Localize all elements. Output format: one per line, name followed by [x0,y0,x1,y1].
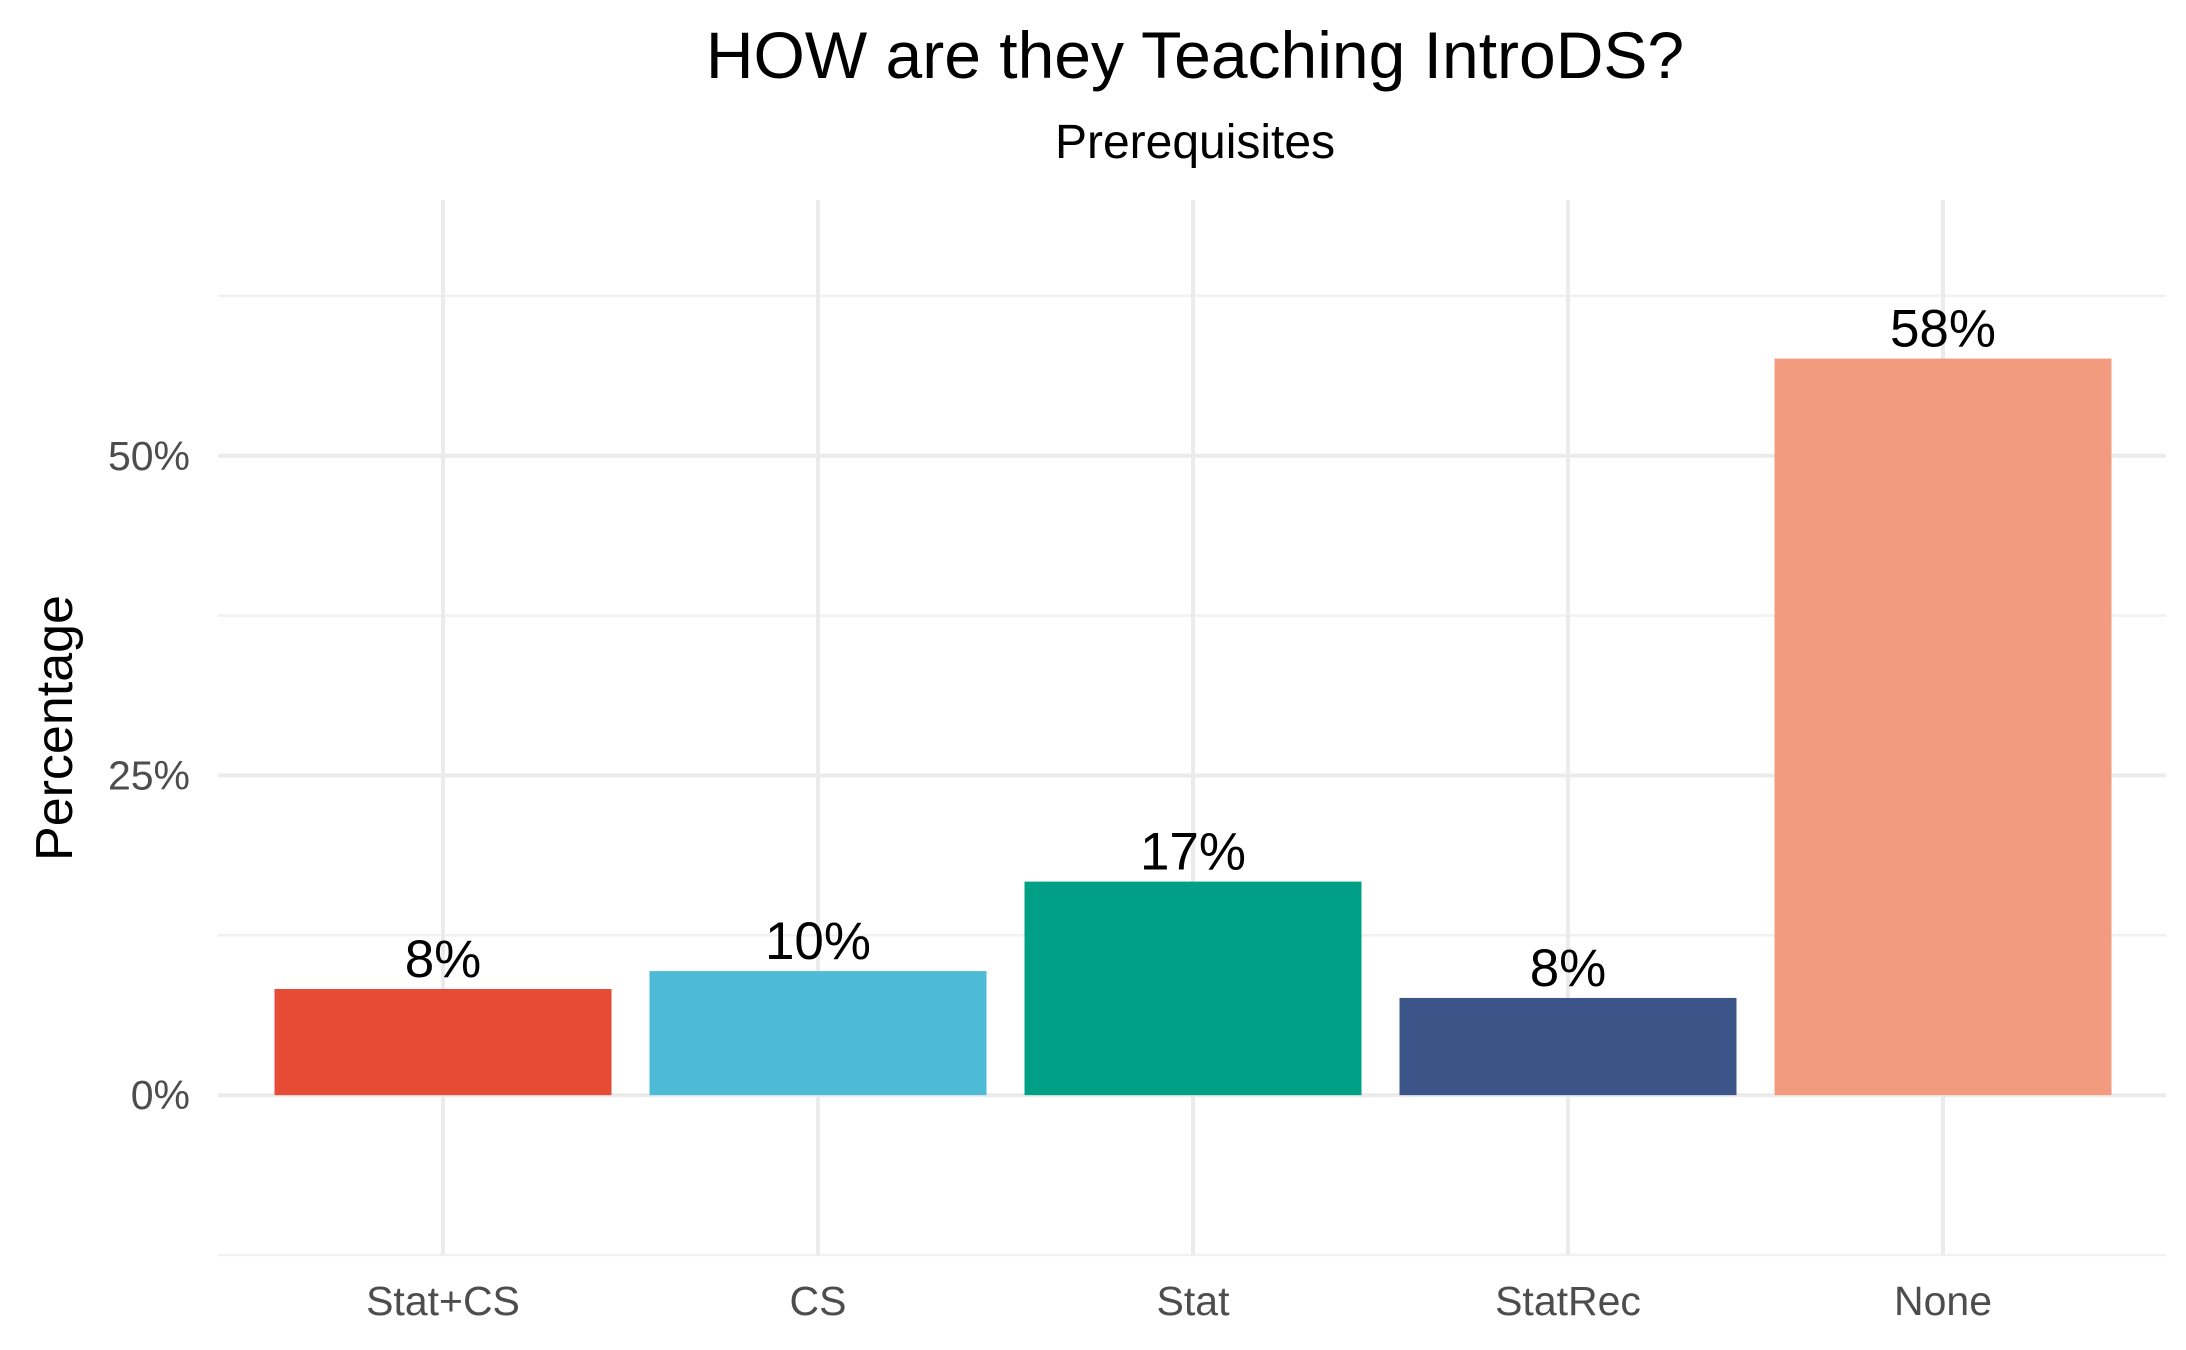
data-labels: 8% 10% 17% 8% 58% [405,300,1996,998]
x-tick-label: None [1894,1278,1992,1324]
y-tick-label: 0% [131,1072,190,1118]
bar-stat-cs [274,989,612,1096]
y-tick-label: 25% [108,752,190,798]
chart-subtitle: Prerequisites [1055,116,1335,169]
x-tick-label: StatRec [1495,1278,1641,1324]
x-tick-label: Stat [1157,1278,1231,1324]
x-tick-label: CS [790,1278,847,1324]
bar-stat [1024,881,1362,1096]
data-label: 10% [765,912,871,971]
data-label: 8% [1530,939,1607,998]
bar-none [1774,358,2112,1096]
bar-statrec [1399,997,1737,1096]
y-axis-title: Percentage [26,595,84,861]
x-tick-label: Stat+CS [366,1278,520,1324]
bars [274,358,2112,1096]
bar-cs [649,971,987,1096]
data-label: 58% [1890,300,1996,359]
chart-title: HOW are they Teaching IntroDS? [706,18,1684,92]
data-label: 8% [405,930,482,989]
data-label: 17% [1140,823,1246,882]
x-axis-ticks: Stat+CS CS Stat StatRec None [366,1278,1992,1324]
y-axis-ticks: 0% 25% 50% [108,433,190,1118]
y-tick-label: 50% [108,433,190,479]
